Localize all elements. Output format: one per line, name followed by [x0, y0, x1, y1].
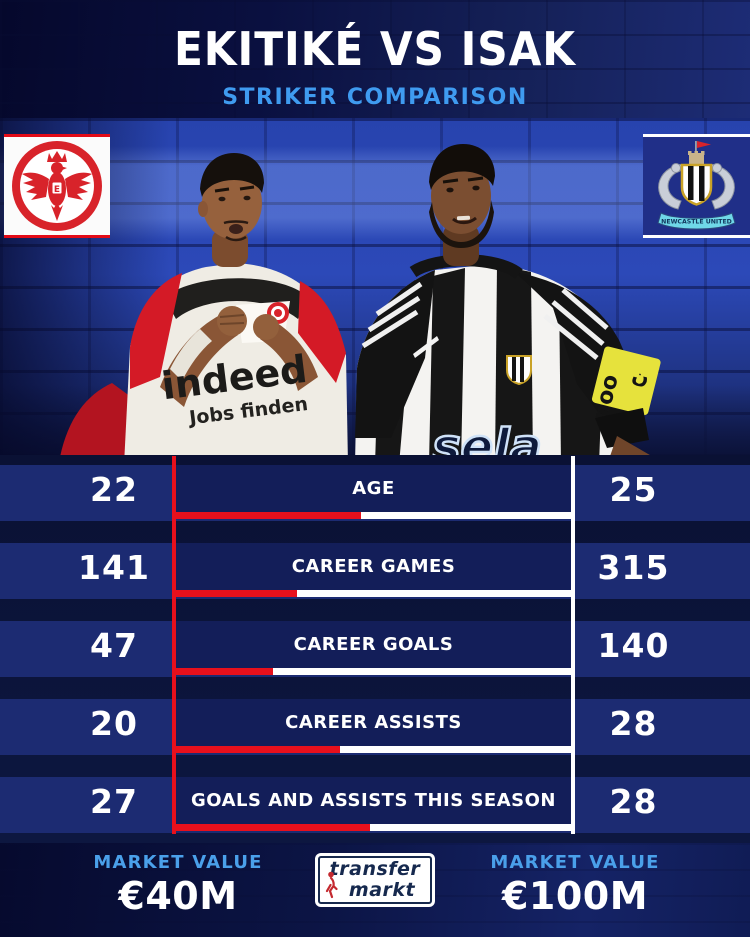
background-top-band	[0, 0, 750, 118]
stat-row-career-goals: 47 CAREER GOALS 140	[0, 621, 750, 677]
transfermarkt-player-figure-icon	[325, 871, 338, 899]
newcastle-shirt-crest-icon	[506, 355, 532, 386]
stat-bar	[172, 824, 575, 831]
market-value-right: MARKET VALUE €100M	[450, 852, 700, 918]
newcastle-banner-text: NEWCASTLE UNITED	[661, 219, 732, 226]
adidas-logo-icon	[413, 336, 439, 358]
eintracht-frankfurt-crest-icon: E	[12, 141, 102, 231]
stat-row-goals-assists-season: 27 GOALS AND ASSISTS THIS SEASON 28	[0, 777, 750, 833]
stat-bar-left-share	[172, 746, 341, 753]
armband-arabic-mark: ن	[630, 362, 652, 389]
stat-bar-left-share	[172, 824, 370, 831]
footer-section: MARKET VALUE €40M transfer markt MARKET …	[0, 843, 750, 937]
page-subtitle: STRIKER COMPARISON	[222, 85, 528, 110]
stat-label: CAREER GAMES	[176, 543, 571, 590]
stat-bar-left-share	[172, 512, 361, 519]
stat-row-career-games: 141 CAREER GAMES 315	[0, 543, 750, 599]
market-value-label: MARKET VALUE	[93, 852, 263, 873]
left-accent-line	[172, 456, 176, 834]
crest-letter: E	[54, 185, 60, 195]
stat-bar	[172, 746, 575, 753]
stat-label: CAREER ASSISTS	[176, 699, 571, 746]
stat-bar-left-share	[172, 668, 274, 675]
stat-value-right: 315	[597, 548, 670, 587]
market-value-amount: €40M	[118, 874, 238, 918]
stat-bar	[172, 590, 575, 597]
stats-comparison-section: 22 AGE 25 141 CAREER GAMES 315 47 CAREER…	[0, 455, 750, 843]
page-title: EKITIKÉ VS ISAK	[173, 22, 577, 76]
market-value-left: MARKET VALUE €40M	[53, 852, 303, 918]
stat-bar	[172, 668, 575, 675]
stat-value-right: 25	[609, 470, 658, 509]
stat-row-age: 22 AGE 25	[0, 465, 750, 521]
stat-value-left: 27	[90, 782, 138, 821]
eintracht-frankfurt-badge-card: E	[4, 134, 110, 238]
newcastle-united-badge-card: NEWCASTLE UNITED	[643, 134, 750, 238]
transfermarkt-logo-line1: transfer	[329, 858, 421, 880]
stat-label: CAREER GOALS	[176, 621, 571, 668]
stat-value-right: 28	[609, 704, 658, 743]
market-value-amount: €100M	[501, 874, 649, 918]
captain-armband: ن noo	[588, 346, 661, 423]
market-value-label: MARKET VALUE	[490, 852, 660, 873]
stat-value-left: 141	[78, 548, 150, 587]
stat-bar-left-share	[172, 590, 297, 597]
stat-value-right: 140	[597, 626, 670, 665]
stat-label: AGE	[176, 465, 571, 512]
ekitike-player-photo: indeed Jobs finden	[60, 153, 348, 465]
stat-value-left: 20	[90, 704, 138, 743]
stat-bar	[172, 512, 575, 519]
transfermarkt-logo-line2: markt	[348, 879, 416, 901]
stat-value-right: 28	[609, 782, 658, 821]
stat-value-left: 22	[90, 470, 138, 509]
isak-player-photo: ن noo sela	[355, 144, 661, 465]
right-accent-line	[571, 456, 575, 834]
stat-label: GOALS AND ASSISTS THIS SEASON	[176, 777, 571, 824]
newcastle-united-crest-icon: NEWCASTLE UNITED	[657, 141, 736, 230]
stat-row-career-assists: 20 CAREER ASSISTS 28	[0, 699, 750, 755]
transfermarkt-logo: transfer markt	[318, 856, 432, 904]
players-photo-background: ن noo sela	[0, 118, 750, 465]
stat-value-left: 47	[90, 626, 138, 665]
